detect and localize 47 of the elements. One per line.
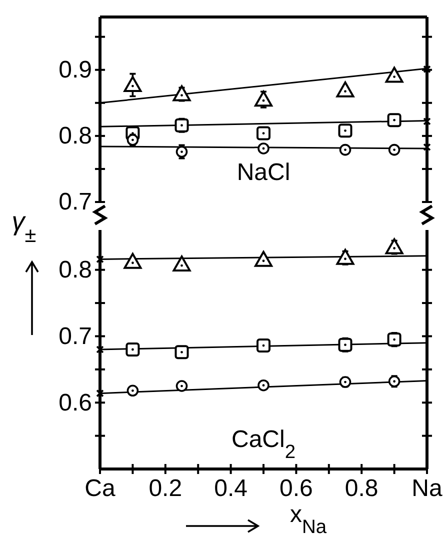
y-tick-label: 0.6 (58, 389, 92, 416)
point (385, 66, 404, 83)
point (258, 379, 270, 392)
y-tick-label: 0.7 (58, 188, 92, 216)
point (385, 238, 404, 254)
point (96, 389, 104, 398)
point (96, 346, 104, 354)
x-tick-label: 0.4 (214, 475, 248, 502)
point (423, 143, 431, 152)
point (126, 342, 140, 356)
x-tick-label: Ca (84, 475, 116, 502)
point (423, 65, 431, 74)
point (338, 338, 352, 352)
x-tick-label: 0.2 (148, 475, 182, 502)
annotation: CaCl$_{2}$ (231, 426, 296, 462)
point (336, 81, 354, 98)
annotation: NaCl (236, 159, 290, 186)
x-axis-title: x$_{Na}$ (290, 501, 327, 538)
point (258, 142, 270, 154)
point (176, 380, 188, 392)
point (172, 85, 191, 102)
point (124, 76, 142, 92)
point (339, 144, 352, 156)
y-axis-title: γ$_{±}$ (12, 206, 36, 246)
x-tick-label: 0.6 (280, 475, 313, 502)
point (172, 256, 191, 272)
point (124, 252, 142, 269)
point (387, 113, 402, 128)
point (126, 384, 139, 397)
point (254, 90, 272, 107)
point (174, 345, 189, 360)
point (336, 248, 354, 265)
y-tick-label: 0.9 (58, 56, 92, 84)
point (388, 144, 400, 156)
y-tick-label: 0.8 (58, 122, 92, 150)
y-tick-label: 0.7 (58, 322, 92, 350)
point (96, 255, 104, 264)
point (174, 118, 189, 132)
x-tick-label: Na (412, 475, 443, 502)
y-tick-label: 0.8 (58, 256, 92, 284)
point (387, 332, 402, 347)
point (256, 338, 270, 353)
point (338, 124, 352, 138)
point (423, 117, 431, 126)
point (254, 250, 272, 267)
x-tick-label: 0.8 (344, 475, 378, 502)
point (256, 126, 270, 140)
